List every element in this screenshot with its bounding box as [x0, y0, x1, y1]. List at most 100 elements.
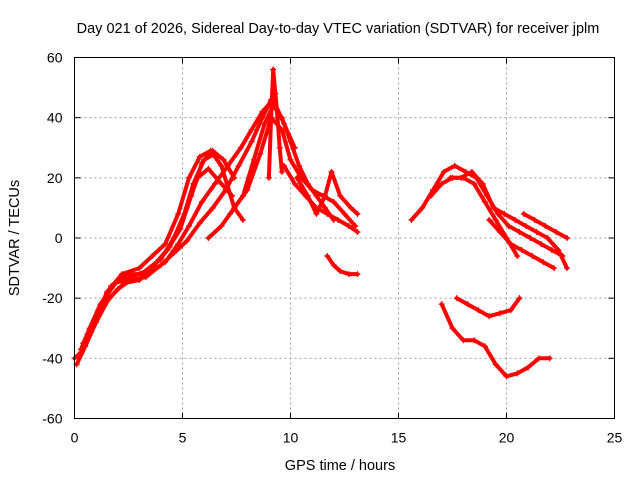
data-point: [328, 168, 335, 175]
data-point: [313, 210, 320, 217]
data-point: [471, 180, 478, 187]
data-point: [157, 256, 164, 263]
data-point: [313, 192, 320, 199]
data-point: [157, 262, 164, 269]
y-tick-label: 60: [47, 50, 63, 66]
data-point: [471, 337, 478, 344]
plot-frame: [74, 57, 615, 419]
data-point: [337, 268, 344, 275]
data-point: [525, 364, 532, 371]
data-point: [268, 114, 275, 121]
data-point: [112, 280, 119, 287]
data-point: [546, 355, 553, 362]
data-point: [205, 165, 212, 172]
data-point: [542, 222, 549, 229]
data-point: [335, 216, 342, 223]
data-point: [101, 301, 108, 308]
data-point: [553, 228, 560, 235]
data-point: [291, 180, 298, 187]
data-point: [449, 325, 456, 332]
data-point: [324, 210, 331, 217]
data-point: [170, 235, 177, 241]
data-point: [259, 108, 266, 115]
data-point: [501, 210, 508, 217]
data-point: [278, 168, 285, 175]
data-point: [440, 168, 447, 175]
data-point: [538, 241, 545, 248]
series-line: [409, 163, 565, 258]
data-point: [522, 222, 529, 229]
data-point: [438, 180, 445, 187]
data-point: [460, 337, 467, 344]
x-axis-label: GPS time / hours: [285, 458, 395, 474]
series-track-12: [324, 253, 361, 278]
data-point: [205, 235, 212, 241]
data-point: [490, 204, 497, 211]
data-point: [548, 247, 555, 254]
x-tick-label: 10: [283, 430, 299, 446]
data-point: [127, 277, 134, 284]
chart-title: Day 021 of 2026, Sidereal Day-to-day VTE…: [77, 21, 600, 37]
data-point: [162, 241, 169, 248]
x-tick-label: 0: [71, 430, 79, 446]
data-point: [354, 228, 361, 235]
x-tick-label: 15: [391, 430, 407, 446]
data-point: [248, 126, 255, 133]
data-point: [239, 216, 246, 223]
data-point: [287, 138, 294, 145]
data-point: [201, 156, 208, 163]
y-tick-label: 20: [47, 170, 63, 186]
data-point: [183, 238, 190, 245]
data-point: [438, 301, 445, 308]
y-tick-label: 40: [47, 110, 63, 126]
data-point: [276, 144, 283, 151]
data-point: [464, 301, 471, 308]
data-point: [162, 259, 169, 266]
data-point: [458, 174, 465, 181]
data-point: [324, 253, 331, 260]
data-point: [250, 156, 257, 163]
data-point: [563, 235, 570, 241]
data-point: [281, 162, 288, 169]
data-point: [481, 198, 488, 205]
data-point: [90, 319, 97, 326]
data-point: [235, 162, 242, 169]
data-point: [451, 162, 458, 169]
data-point: [142, 274, 149, 281]
series-track-11: [293, 168, 361, 217]
y-tick-label: 0: [55, 230, 63, 246]
data-point: [209, 204, 216, 211]
data-point: [533, 228, 540, 235]
data-point: [322, 204, 329, 211]
data-point: [503, 373, 510, 380]
data-point: [497, 310, 504, 317]
data-point: [514, 370, 521, 377]
data-series: [71, 66, 570, 380]
data-point: [354, 271, 361, 278]
data-point: [237, 144, 244, 151]
y-tick-label: -20: [42, 290, 62, 306]
data-point: [419, 204, 426, 211]
data-point: [408, 216, 415, 223]
data-point: [520, 210, 527, 217]
data-point: [475, 307, 482, 314]
data-point: [481, 343, 488, 350]
data-point: [497, 228, 504, 235]
data-point: [447, 174, 454, 181]
data-point: [345, 271, 352, 278]
data-point: [492, 361, 499, 368]
data-point: [479, 180, 486, 187]
data-point: [486, 216, 493, 223]
data-point: [198, 198, 205, 205]
data-point: [535, 355, 542, 362]
data-point: [322, 192, 329, 199]
axes: 0 5 10 15 20 25 -60 -40 -20 0 20 40 60: [42, 50, 622, 446]
series-line: [448, 169, 569, 271]
data-point: [354, 210, 361, 217]
data-point: [224, 162, 231, 169]
data-point: [211, 150, 218, 157]
series-track-18: [453, 295, 523, 320]
data-point: [75, 355, 82, 362]
data-point: [274, 114, 281, 121]
data-point: [341, 210, 348, 217]
